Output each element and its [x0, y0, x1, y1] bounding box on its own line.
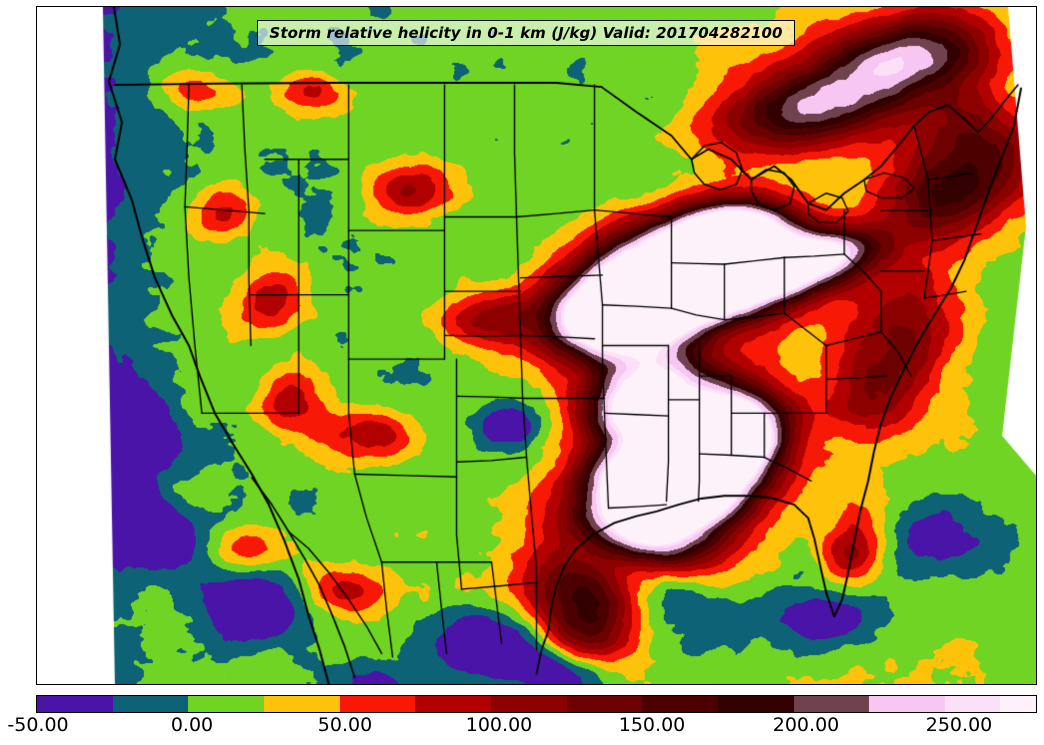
colorbar-block-1	[112, 696, 189, 712]
colorbar-block-8	[642, 696, 719, 712]
colorbar-tick-2: 50.00	[317, 714, 373, 736]
colorbar	[36, 695, 1037, 713]
colorbar-tick-3: 100.00	[465, 714, 533, 736]
colorbar-block-5	[415, 696, 492, 712]
colorbar-block-2	[188, 696, 265, 712]
colorbar-block-0	[37, 696, 113, 712]
colorbar-tick-4: 150.00	[618, 714, 686, 736]
colorbar-tick-1: 0.00	[170, 714, 214, 736]
colorbar-block-13	[999, 696, 1036, 712]
colorbar-block-6	[491, 696, 567, 712]
colorbar-tick-5: 200.00	[772, 714, 840, 736]
colorbar-block-9	[718, 696, 794, 712]
colorbar-blocks	[37, 696, 1036, 712]
map-title-box: Storm relative helicity in 0-1 km (J/kg)…	[257, 20, 795, 46]
helicity-heatmap-canvas	[37, 7, 1036, 684]
page-title: Storm relative helicity in 0-1 km (J/kg)…	[269, 24, 783, 42]
colorbar-tick-0: -50.00	[7, 714, 69, 736]
colorbar-tick-labels: -50.00 0.00 50.00 100.00 150.00 200.00 250.00	[0, 714, 1044, 744]
colorbar-block-11	[869, 696, 946, 712]
map-plot-area	[36, 6, 1037, 685]
colorbar-tick-6: 250.00	[925, 714, 993, 736]
colorbar-block-12	[945, 696, 1000, 712]
colorbar-block-3	[264, 696, 340, 712]
colorbar-block-10	[793, 696, 870, 712]
colorbar-block-4	[339, 696, 416, 712]
colorbar-block-7	[566, 696, 643, 712]
